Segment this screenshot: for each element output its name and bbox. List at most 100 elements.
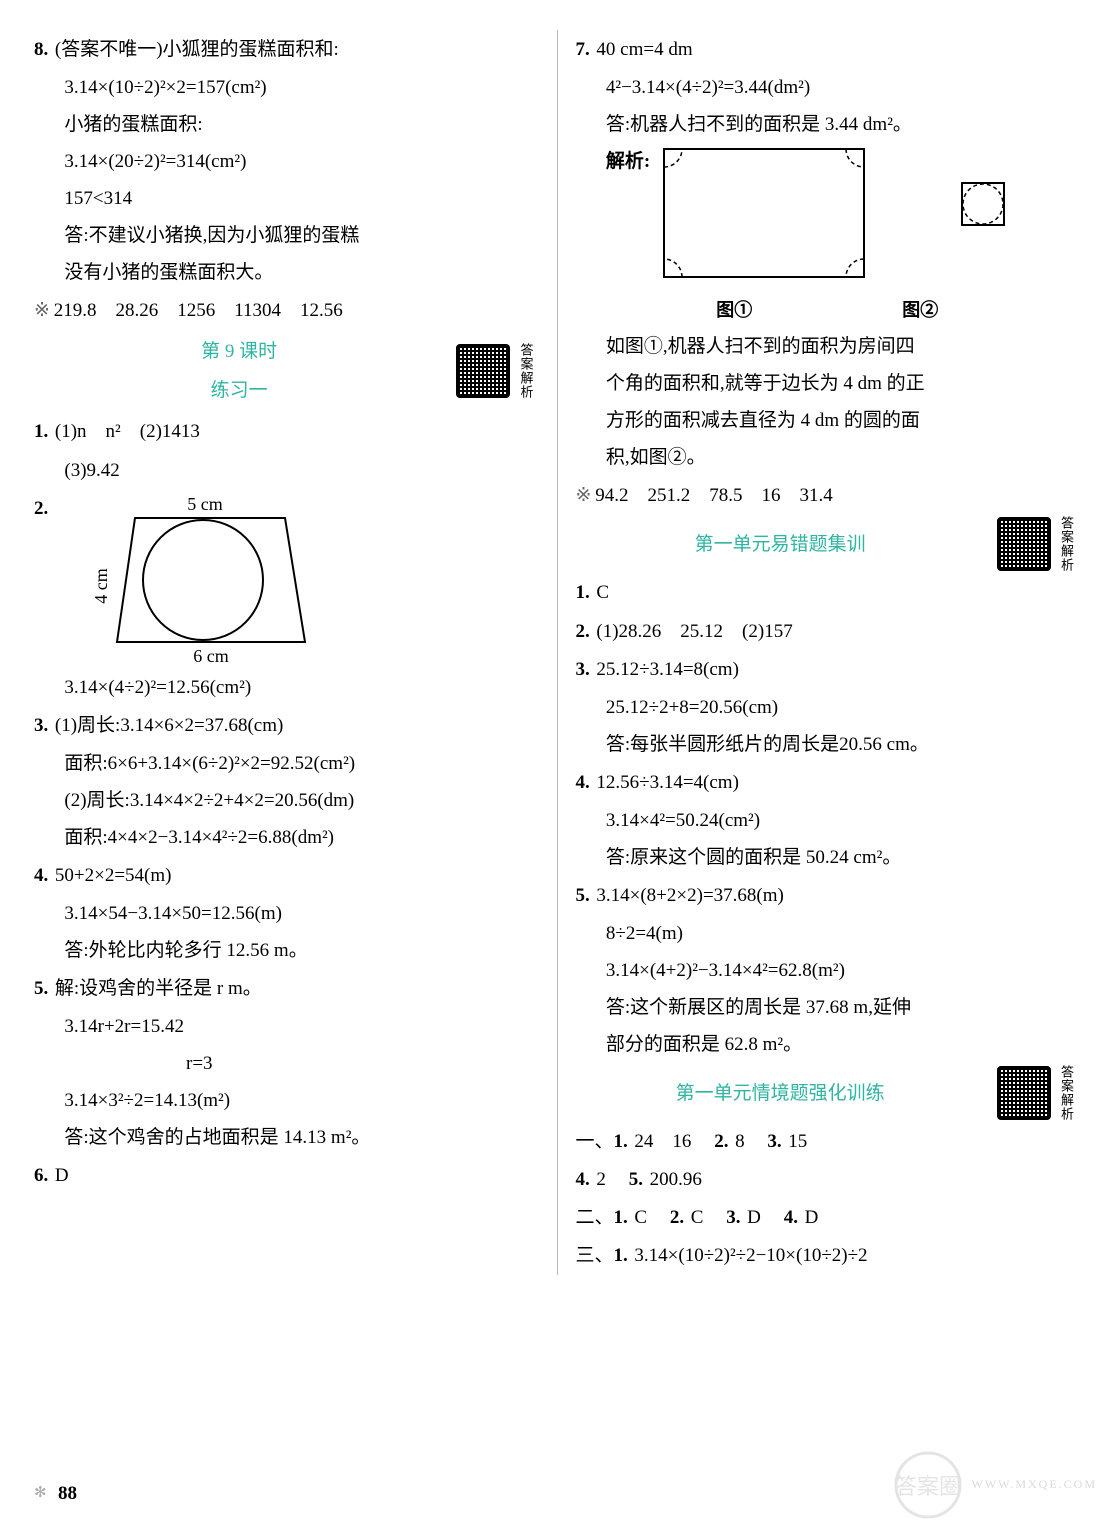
q5: 5. 解:设鸡舍的半径是 r m。 xyxy=(34,970,539,1007)
heading-B: 第一单元情境题强化训练 xyxy=(576,1075,985,1112)
q5-d: 3.14×3²÷2=14.13(m²) xyxy=(34,1082,539,1119)
heading-block-A: 第一单元易错题集训 答案解析 xyxy=(576,516,1080,572)
page-columns: 8. (答案不唯一)小狐狸的蛋糕面积和: 3.14×(10÷2)²×2=157(… xyxy=(34,30,1079,1275)
q7-c: 答:机器人扫不到的面积是 3.44 dm²。 xyxy=(576,106,1080,143)
s2-d: 4. xyxy=(784,1199,805,1236)
q4-c: 答:外轮比内轮多行 12.56 m。 xyxy=(34,932,539,969)
r5-num: 5. xyxy=(576,877,597,914)
r1: 1. C xyxy=(576,574,1080,611)
s3: 三、 1. 3.14×(10÷2)²÷2−10×(10÷2)÷2 xyxy=(576,1237,1080,1274)
q6-num: 6. xyxy=(34,1157,55,1194)
q7: 7. 40 cm=4 dm xyxy=(576,31,1080,68)
q6: 6. D xyxy=(34,1157,539,1194)
q7-g: 积,如图②。 xyxy=(576,439,1080,476)
r4-num: 4. xyxy=(576,764,597,801)
r3: 3. 25.12÷3.14=8(cm) xyxy=(576,651,1080,688)
r5-b: 8÷2=4(m) xyxy=(576,915,1080,952)
qr-box-A[interactable]: 答案解析 xyxy=(997,516,1079,572)
heading-block-B: 第一单元情境题强化训练 答案解析 xyxy=(576,1065,1080,1121)
q3: 3. (1)周长:3.14×6×2=37.68(cm) xyxy=(34,707,539,744)
q8-text3: 小猪的蛋糕面积: xyxy=(34,106,539,143)
q8-text2: 3.14×(10÷2)²×2=157(cm²) xyxy=(34,69,539,106)
q5-num: 5. xyxy=(34,970,55,1007)
s1-pre: 一、 xyxy=(576,1123,614,1160)
q7-b: 4²−3.14×(4÷2)²=3.44(dm²) xyxy=(576,69,1080,106)
s3-line: 3.14×(10÷2)²÷2−10×(10÷2)÷2 xyxy=(634,1237,867,1274)
q7-num: 7. xyxy=(576,31,597,68)
q5-a: 解:设鸡舍的半径是 r m。 xyxy=(55,970,262,1007)
star-right: ※ xyxy=(576,477,592,514)
qr-label-A: 答案解析 xyxy=(1054,516,1079,572)
s2-b: 2. xyxy=(670,1199,691,1236)
q3-d: 面积:4×4×2−3.14×4²÷2=6.88(dm²) xyxy=(34,819,539,856)
s2-a: 1. xyxy=(614,1199,635,1236)
fig-bottom-label: 6 cm xyxy=(193,646,229,664)
qr-code-icon xyxy=(997,517,1051,571)
s2-dv: D xyxy=(805,1199,819,1236)
s1-av: 24 16 xyxy=(634,1123,691,1160)
room-corners-figure xyxy=(654,143,1014,293)
q5-c: r=3 xyxy=(34,1045,539,1082)
s1-bv: 8 xyxy=(735,1123,745,1160)
s1b-b: 5. xyxy=(629,1161,650,1198)
q5-b: 3.14r+2r=15.42 xyxy=(34,1008,539,1045)
q3-num: 3. xyxy=(34,707,55,744)
q7-a: 40 cm=4 dm xyxy=(596,31,692,68)
qr-label-B: 答案解析 xyxy=(1054,1065,1079,1121)
r1-ans: C xyxy=(596,574,609,611)
r3-c: 答:每张半圆形纸片的周长是20.56 cm。 xyxy=(576,726,1080,763)
q4: 4. 50+2×2=54(m) xyxy=(34,857,539,894)
qr-box-B[interactable]: 答案解析 xyxy=(997,1065,1079,1121)
s2-pre: 二、 xyxy=(576,1199,614,1236)
q2-num: 2. xyxy=(34,490,55,527)
star-nums-right: 94.2 251.2 78.5 16 31.4 xyxy=(595,477,833,514)
q8-number: 8. xyxy=(34,31,55,68)
trapezoid-circle-figure: 5 cm 4 cm 6 cm xyxy=(85,494,325,664)
q4-a: 50+2×2=54(m) xyxy=(55,857,172,894)
parse-label: 解析: xyxy=(606,143,650,180)
q1: 1. (1)n n² (2)1413 xyxy=(34,413,539,450)
qr-code-icon xyxy=(456,344,510,398)
star-row-right: ※ 94.2 251.2 78.5 16 31.4 xyxy=(576,477,1080,514)
right-column: 7. 40 cm=4 dm 4²−3.14×(4÷2)²=3.44(dm²) 答… xyxy=(557,30,1080,1275)
q7-e: 个角的面积和,就等于边长为 4 dm 的正 xyxy=(576,365,1080,402)
q3-b: 面积:6×6+3.14×(6÷2)²×2=92.52(cm²) xyxy=(34,745,539,782)
r3-a: 25.12÷3.14=8(cm) xyxy=(596,651,739,688)
s2-bv: C xyxy=(691,1199,704,1236)
page-number: 88 xyxy=(58,1475,77,1512)
qr-label-1: 答案解析 xyxy=(513,343,538,399)
q3-c: (2)周长:3.14×4×2÷2+4×2=20.56(dm) xyxy=(34,782,539,819)
heading-9: 第 9 课时 xyxy=(34,333,444,370)
heading-A: 第一单元易错题集训 xyxy=(576,526,985,563)
r3-num: 3. xyxy=(576,651,597,688)
s2-c: 3. xyxy=(726,1199,747,1236)
q7-d: 如图①,机器人扫不到的面积为房间四 xyxy=(576,328,1080,365)
r5-a: 3.14×(8+2×2)=37.68(m) xyxy=(596,877,783,914)
r2-num: 2. xyxy=(576,613,597,650)
qr-box-1[interactable]: 答案解析 xyxy=(456,343,538,399)
r5: 5. 3.14×(8+2×2)=37.68(m) xyxy=(576,877,1080,914)
r4-b: 3.14×4²=50.24(cm²) xyxy=(576,802,1080,839)
svg-text:答案圈: 答案圈 xyxy=(895,1474,961,1499)
q8-text1: (答案不唯一)小狐狸的蛋糕面积和: xyxy=(55,31,339,68)
q4-b: 3.14×54−3.14×50=12.56(m) xyxy=(34,895,539,932)
heading-block-1: 第 9 课时 练习一 答案解析 xyxy=(34,331,539,411)
star-nums-left: 219.8 28.26 1256 11304 12.56 xyxy=(54,292,343,329)
r5-d: 答:这个新展区的周长是 37.68 m,延伸 xyxy=(576,989,1080,1026)
s1-c: 3. xyxy=(767,1123,788,1160)
q4-num: 4. xyxy=(34,857,55,894)
r2-ans: (1)28.26 25.12 (2)157 xyxy=(596,613,792,650)
watermark-url: WWW.MXQE.COM xyxy=(971,1473,1097,1496)
r4-a: 12.56÷3.14=4(cm) xyxy=(596,764,739,801)
s2: 二、 1. C 2. C 3. D 4. D xyxy=(576,1199,1080,1236)
q1-a: (1)n n² (2)1413 xyxy=(55,413,200,450)
s1b: 4. 2 5. 200.96 xyxy=(576,1161,1080,1198)
q7-parse: 解析: xyxy=(576,143,1080,293)
q8-text6: 答:不建议小猪换,因为小狐狸的蛋糕 xyxy=(34,217,539,254)
s1b-av: 2 xyxy=(596,1161,606,1198)
r4: 4. 12.56÷3.14=4(cm) xyxy=(576,764,1080,801)
r1-num: 1. xyxy=(576,574,597,611)
q5-e: 答:这个鸡舍的占地面积是 14.13 m²。 xyxy=(34,1119,539,1156)
r3-b: 25.12÷2+8=20.56(cm) xyxy=(576,689,1080,726)
star-row-left: ※ 219.8 28.26 1256 11304 12.56 xyxy=(34,292,539,329)
